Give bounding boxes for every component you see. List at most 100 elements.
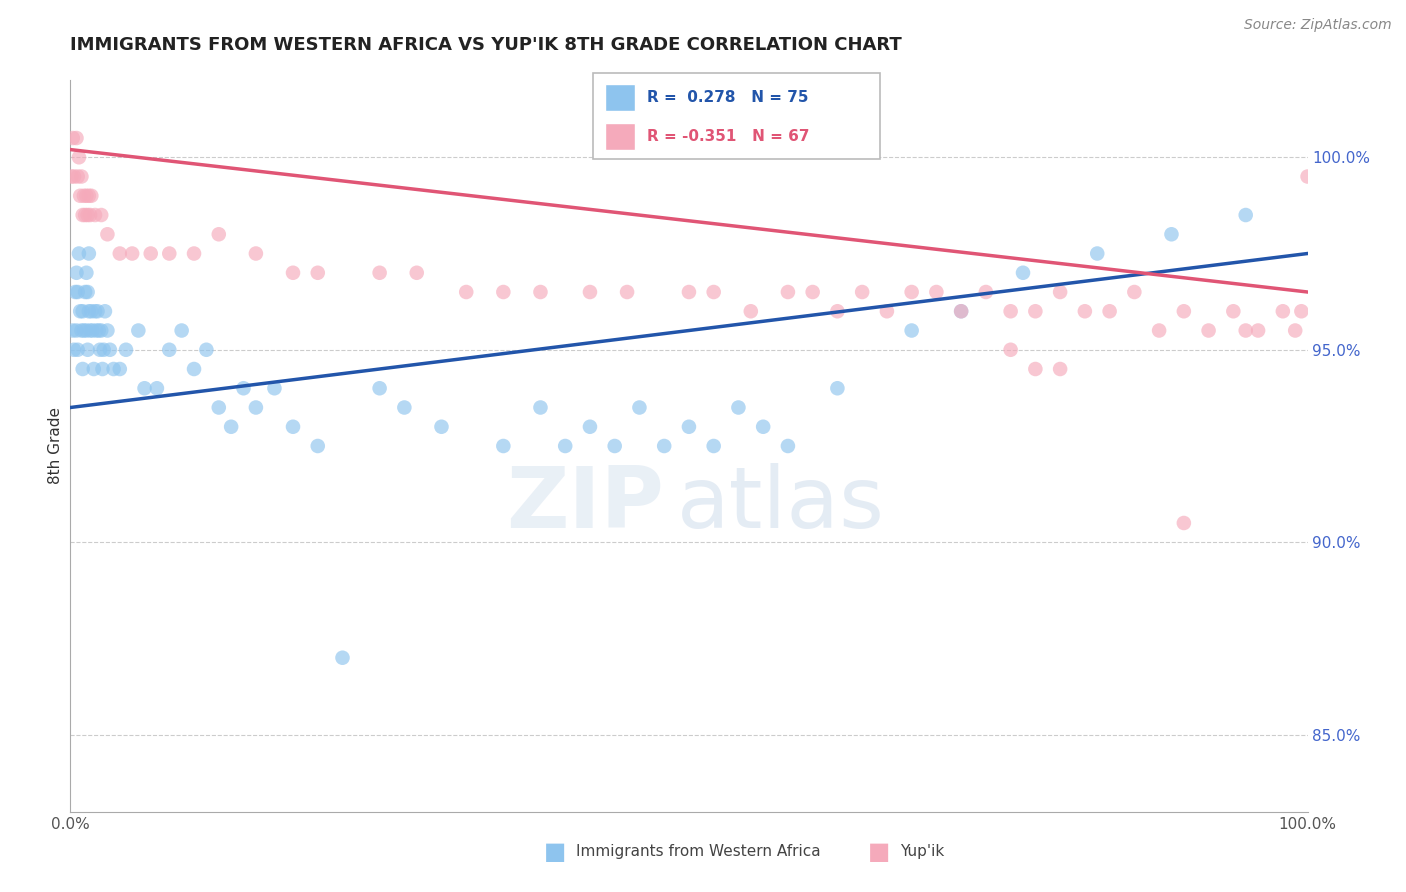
- Point: [529, 401, 551, 415]
- FancyBboxPatch shape: [606, 123, 636, 150]
- Point: [1173, 516, 1195, 530]
- Point: [134, 381, 156, 395]
- Point: [1247, 324, 1270, 338]
- Point: [75, 324, 97, 338]
- Point: [208, 227, 231, 242]
- Point: [75, 266, 97, 280]
- Point: [72, 304, 94, 318]
- Point: [70, 169, 93, 184]
- Point: [1049, 362, 1071, 376]
- Text: Source: ZipAtlas.com: Source: ZipAtlas.com: [1244, 18, 1392, 32]
- Point: [740, 304, 762, 318]
- FancyBboxPatch shape: [593, 73, 880, 159]
- Point: [900, 324, 922, 338]
- Point: [66, 285, 89, 299]
- Point: [405, 266, 427, 280]
- Point: [93, 343, 115, 357]
- Point: [77, 188, 100, 202]
- Point: [98, 343, 121, 357]
- Point: [72, 208, 94, 222]
- Point: [157, 343, 180, 357]
- Point: [70, 324, 93, 338]
- Point: [1147, 324, 1170, 338]
- Point: [67, 150, 90, 164]
- Point: [801, 285, 824, 299]
- Point: [65, 131, 87, 145]
- Point: [974, 285, 997, 299]
- Point: [108, 246, 131, 260]
- Point: [65, 324, 87, 338]
- Point: [65, 266, 87, 280]
- Point: [1222, 304, 1244, 318]
- Point: [139, 246, 162, 260]
- Text: R =  0.278   N = 75: R = 0.278 N = 75: [647, 90, 808, 104]
- Point: [456, 285, 478, 299]
- Point: [579, 419, 602, 434]
- Point: [91, 362, 114, 376]
- Point: [776, 439, 799, 453]
- Text: Immigrants from Western Africa: Immigrants from Western Africa: [576, 845, 821, 859]
- Point: [219, 419, 242, 434]
- Point: [1160, 227, 1182, 242]
- Point: [703, 285, 725, 299]
- Point: [1024, 304, 1046, 318]
- Point: [83, 362, 105, 376]
- Point: [827, 304, 849, 318]
- Point: [727, 401, 749, 415]
- Point: [62, 131, 84, 145]
- Point: [1024, 362, 1046, 376]
- Point: [103, 362, 125, 376]
- Point: [703, 439, 725, 453]
- Point: [157, 246, 180, 260]
- Point: [63, 169, 86, 184]
- Point: [183, 246, 205, 260]
- Point: [616, 285, 638, 299]
- Point: [60, 169, 83, 184]
- Point: [394, 401, 416, 415]
- Point: [94, 304, 117, 318]
- Text: atlas: atlas: [676, 463, 884, 546]
- Point: [75, 188, 97, 202]
- Point: [65, 285, 87, 299]
- Point: [1098, 304, 1121, 318]
- Point: [208, 401, 231, 415]
- Point: [146, 381, 169, 395]
- Point: [579, 285, 602, 299]
- Point: [84, 304, 107, 318]
- Point: [1296, 169, 1319, 184]
- Point: [1271, 304, 1294, 318]
- Point: [1198, 324, 1220, 338]
- Point: [1291, 304, 1313, 318]
- Text: ZIP: ZIP: [506, 463, 664, 546]
- Point: [628, 401, 651, 415]
- Point: [108, 362, 131, 376]
- Point: [66, 169, 89, 184]
- Point: [368, 381, 391, 395]
- Point: [1012, 266, 1035, 280]
- Point: [1000, 343, 1022, 357]
- Point: [77, 246, 100, 260]
- Point: [79, 208, 101, 222]
- Point: [430, 419, 453, 434]
- Point: [80, 304, 103, 318]
- Point: [1234, 324, 1257, 338]
- Text: ■: ■: [544, 840, 567, 863]
- Point: [554, 439, 576, 453]
- Point: [86, 304, 108, 318]
- Point: [950, 304, 973, 318]
- Point: [69, 188, 91, 202]
- Text: Yup'ik: Yup'ik: [900, 845, 943, 859]
- Point: [87, 324, 110, 338]
- Point: [75, 208, 97, 222]
- Point: [281, 266, 304, 280]
- Point: [281, 419, 304, 434]
- Point: [75, 285, 97, 299]
- Point: [1123, 285, 1146, 299]
- Point: [1074, 304, 1097, 318]
- Point: [368, 266, 391, 280]
- Point: [752, 419, 775, 434]
- Point: [1234, 208, 1257, 222]
- Point: [69, 304, 91, 318]
- Point: [90, 324, 112, 338]
- Point: [245, 246, 267, 260]
